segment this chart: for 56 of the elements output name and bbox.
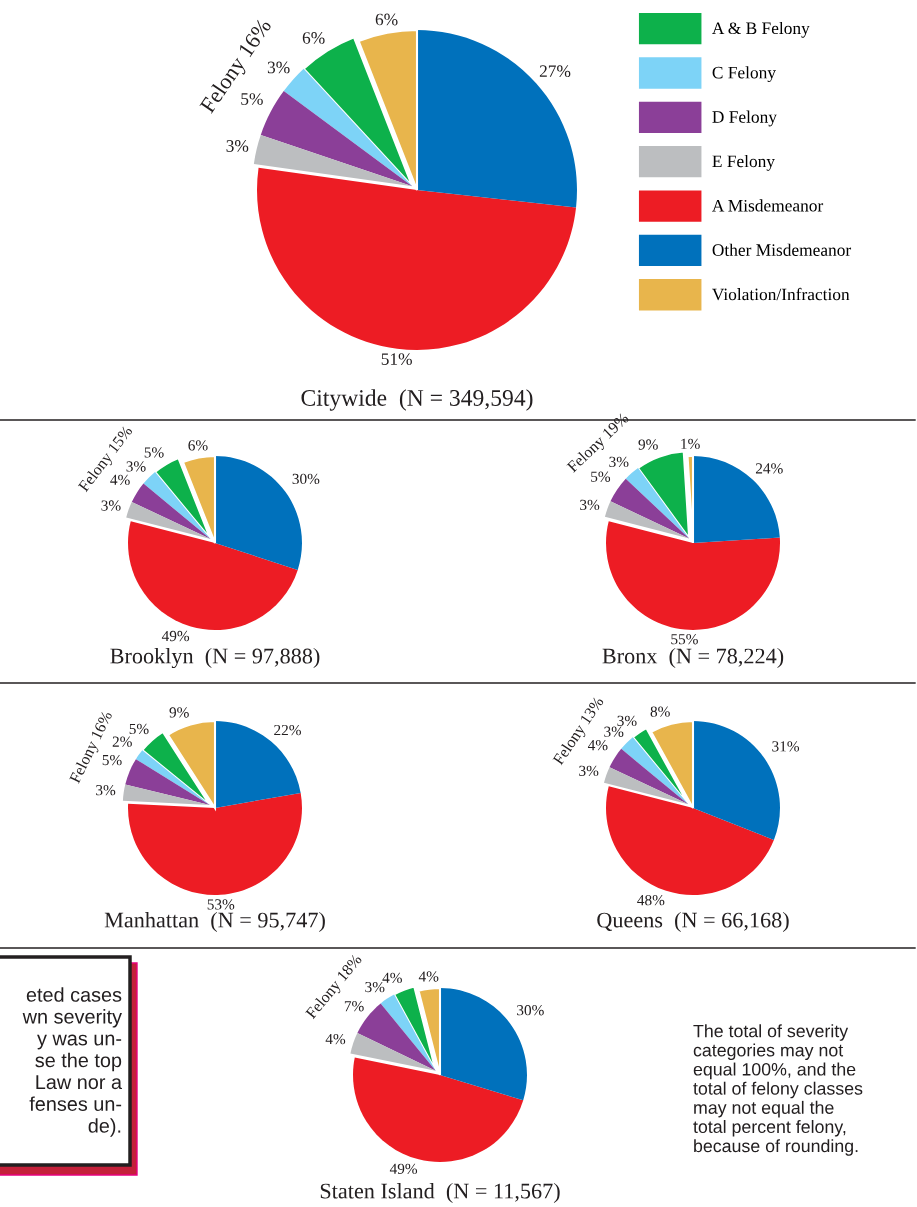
data-label: 6% [188, 440, 208, 451]
data-label: 31% [772, 741, 800, 752]
data-label: 3% [579, 765, 599, 777]
legend-label: A Misdemeanor [712, 199, 824, 212]
legend-label: C Felony [712, 66, 776, 83]
data-label: 5% [144, 447, 164, 458]
data-label: 5% [591, 471, 611, 482]
data-label: 3% [267, 61, 290, 74]
text: eted cases wn severity y was un- se the top Law nor a fenses un- de). [22, 987, 123, 1137]
text: Brooklyn (N = 97,888) [110, 647, 320, 669]
legend-label: Violation/Infraction [712, 287, 850, 301]
data-label: 3% [226, 140, 249, 152]
data-label: 49% [161, 630, 190, 642]
data-label: 4% [110, 474, 130, 486]
text: Citywide (N = 349,594) [301, 389, 533, 411]
data-label: 3% [96, 784, 116, 796]
data-label: 3% [580, 499, 600, 511]
text: Manhattan (N = 95,747) [104, 911, 325, 933]
data-label: 51% [381, 353, 412, 366]
data-label: 3% [609, 456, 629, 468]
data-label: 6% [375, 13, 398, 26]
data-label: 4% [382, 972, 402, 984]
data-label: 22% [274, 724, 301, 736]
legend-label: A & B Felony [712, 21, 810, 38]
data-label: 3% [604, 726, 624, 737]
legend-label: Other Misdemeanor [712, 243, 852, 256]
data-label: 4% [587, 740, 608, 751]
data-label: 49% [389, 1163, 418, 1174]
data-label: 4% [418, 971, 439, 982]
data-label: 7% [344, 1001, 364, 1012]
data-label: 30% [517, 1005, 544, 1016]
data-label: 8% [650, 706, 670, 717]
data-label: 9% [169, 707, 189, 718]
data-label: 3% [101, 500, 121, 511]
data-label: 3% [126, 461, 146, 472]
legend-label: E Felony [712, 154, 775, 171]
text: Queens (N = 66,168) [597, 911, 789, 933]
data-label: 4% [325, 1033, 346, 1045]
data-label: 3% [617, 715, 637, 727]
data-label: 1% [681, 438, 700, 449]
data-label: 27% [539, 65, 571, 78]
text: Bronx (N = 78,224) [602, 647, 784, 669]
data-label: 5% [102, 754, 122, 766]
data-label: 24% [755, 463, 783, 474]
data-label: 53% [207, 899, 235, 910]
data-label: 6% [302, 32, 325, 44]
data-label: 30% [292, 473, 320, 485]
data-label: 2% [112, 736, 132, 747]
text: The total of severity categories may not equal 100%, and the total of felony classes may not equal the total percent felony, because of rounding. [693, 1024, 863, 1156]
data-label: 3% [365, 981, 385, 993]
data-label: 5% [129, 723, 149, 735]
text: Staten Island (N = 11,567) [320, 1182, 560, 1204]
data-label: 48% [637, 894, 665, 906]
legend-label: D Felony [712, 110, 777, 127]
data-label: 9% [638, 439, 658, 450]
data-label: 55% [671, 634, 698, 645]
